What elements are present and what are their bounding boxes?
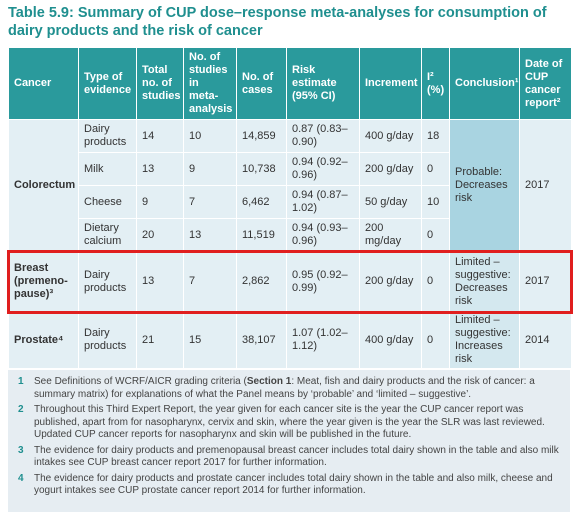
data-cell: Dairy products (78, 251, 137, 312)
footnote: 1 See Definitions of WCRF/AICR grading cr… (18, 376, 560, 401)
date-cell: 2017 (519, 251, 571, 312)
table-row: Dietary calcium 20 13 11,519 0.94 (0.93–0.96… (9, 218, 571, 252)
data-cell: 0.87 (0.83–0.90) (286, 119, 360, 153)
data-cell: 7 (183, 185, 237, 219)
data-cell: 0 (421, 251, 450, 312)
date-cell: 2017 (519, 119, 571, 252)
data-cell: Dairy products (78, 119, 137, 153)
data-cell: 200 g/day (359, 251, 422, 312)
data-cell: 13 (136, 152, 184, 186)
footnote-part: The evidence for dairy products and pros… (34, 472, 553, 497)
summary-table: Cancer Type of evidence Total no. of studi… (8, 48, 571, 368)
table-row: Cheese 9 7 6,462 0.94 (0.87–1.02) 50 g/day 10 (9, 185, 571, 219)
footnote-text: The evidence for dairy products and prem… (34, 445, 560, 470)
data-cell: 18 (421, 119, 450, 153)
data-cell: 14 (136, 119, 184, 153)
footnotes: 1 See Definitions of WCRF/AICR grading cr… (8, 370, 570, 512)
data-cell: 20 (136, 218, 184, 252)
data-cell: 0.94 (0.93–0.96) (286, 218, 360, 252)
column-header: No. of studies in meta-analysis (183, 48, 237, 120)
data-cell: 0.94 (0.87–1.02) (286, 185, 360, 219)
data-cell: 400 g/day (359, 311, 422, 368)
table-row: Milk 13 9 10,738 0.94 (0.92–0.96) 200 g/day 0 (9, 152, 571, 186)
footnote-part: Section 1 (246, 376, 292, 387)
data-cell: 9 (136, 185, 184, 219)
column-header: Conclusion¹ (449, 48, 520, 120)
data-cell: 0 (421, 218, 450, 252)
footnote-text: Throughout this Third Expert Report, the… (34, 404, 560, 442)
data-cell: 200 g/day (359, 152, 422, 186)
column-header: Risk estimate (95% CI) (286, 48, 360, 120)
data-cell: Dietary calcium (78, 218, 137, 252)
column-header: Type of evidence (78, 48, 137, 120)
data-cell: 0.95 (0.92–0.99) (286, 251, 360, 312)
footnote: 2 Throughout this Third Expert Report, th… (18, 404, 560, 442)
conclusion-cell: Limited – suggestive: Increases risk (449, 311, 520, 368)
data-cell: 9 (183, 152, 237, 186)
footnote: 4 The evidence for dairy products and pro… (18, 473, 560, 498)
data-cell: 1.07 (1.02–1.12) (286, 311, 360, 368)
cancer-cell: Prostate⁴ (8, 311, 79, 368)
footnote: 3 The evidence for dairy products and pre… (18, 445, 560, 470)
footnote-number: 2 (18, 404, 24, 415)
table-title: Table 5.9: Summary of CUP dose–response … (8, 5, 547, 39)
data-cell: 13 (136, 251, 184, 312)
data-cell: 0 (421, 311, 450, 368)
table-row: Breast (premeno-pause)³ Dairy products 13 7… (8, 251, 571, 312)
data-cell: 38,107 (236, 311, 287, 368)
data-cell: 11,519 (236, 218, 287, 252)
footnote-text: The evidence for dairy products and pros… (34, 473, 560, 498)
column-header: Total no. of studies (136, 48, 184, 120)
data-cell: 0.94 (0.92–0.96) (286, 152, 360, 186)
column-header: Increment (359, 48, 422, 120)
data-cell: 21 (136, 311, 184, 368)
highlight-box (6, 249, 573, 314)
footnote-number: 4 (18, 472, 24, 484)
table-row: Colorectum Dairy products 14 10 14,859 0.87 (… (8, 119, 571, 252)
cancer-cell: Colorectum (8, 119, 79, 252)
date-cell: 2014 (519, 311, 571, 368)
header-row: Cancer Type of evidence Total no. of studi… (8, 48, 571, 120)
column-header: I² (%) (421, 48, 450, 120)
data-cell: Dairy products (78, 311, 137, 368)
footnote-part: See Definitions of WCRF/AICR grading cri… (34, 376, 247, 387)
footnote-part: : Meat, fish and dairy products and the … (34, 376, 535, 400)
conclusion-cell: Probable: Decreases risk (449, 119, 520, 252)
data-cell: 14,859 (236, 119, 287, 153)
data-cell: 10,738 (236, 152, 287, 186)
column-header: Cancer (8, 48, 79, 120)
footnote-text: See Definitions of WCRF/AICR grading cri… (34, 376, 560, 401)
footnote-number: 3 (18, 444, 24, 456)
footnote-part: The evidence for dairy products and prem… (34, 444, 559, 469)
data-cell: 7 (183, 251, 237, 312)
cancer-cell: Breast (premeno-pause)³ (8, 251, 79, 312)
column-header: No. of cases (236, 48, 287, 120)
data-cell: Cheese (78, 185, 137, 219)
data-cell: 400 g/day (359, 119, 422, 153)
footnote-part: Throughout this Third Expert Report, the… (34, 404, 545, 440)
data-cell: 200 mg/day (359, 218, 422, 252)
data-cell: 10 (421, 185, 450, 219)
data-cell: 15 (183, 311, 237, 368)
footnote-number: 1 (18, 376, 24, 387)
data-cell: Milk (78, 152, 137, 186)
data-cell: 0 (421, 152, 450, 186)
data-cell: 10 (183, 119, 237, 153)
conclusion-cell: Limited – suggestive: Decreases risk (449, 251, 520, 312)
data-cell: 13 (183, 218, 237, 252)
table-row: Prostate⁴ Dairy products 21 15 38,107 1.07 (1… (8, 311, 571, 368)
data-cell: 50 g/day (359, 185, 422, 219)
column-header: Date of CUP cancer report² (519, 48, 571, 120)
data-cell: 6,462 (236, 185, 287, 219)
